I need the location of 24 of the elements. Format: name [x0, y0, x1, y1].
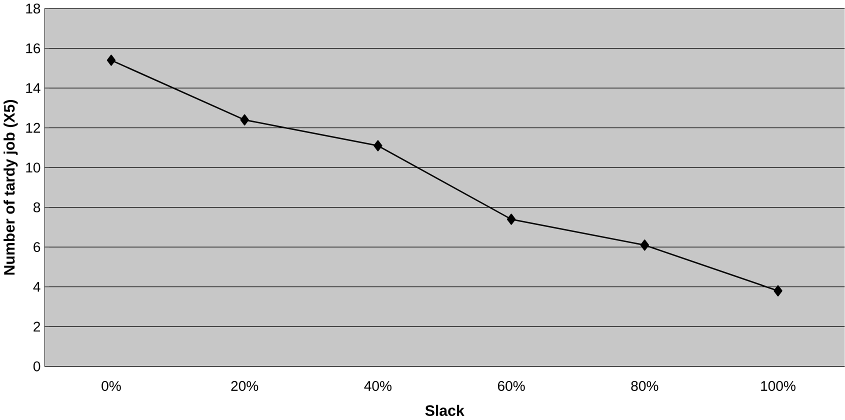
y-tick-label: 16 — [26, 44, 40, 54]
y-tick-label: 4 — [33, 282, 40, 292]
y-axis-title: Number of tardy job (X5) — [4, 100, 18, 275]
x-tick-label: 0% — [102, 381, 121, 392]
point — [640, 240, 649, 251]
y-tick-label: 18 — [26, 4, 40, 14]
x-axis-title: Slack — [425, 405, 464, 416]
x-tick-label: 80% — [631, 381, 658, 392]
x-tick-label: 20% — [231, 381, 258, 392]
y-tick-label: 0 — [33, 362, 40, 372]
y-tick-label: 10 — [26, 162, 40, 173]
point — [774, 285, 782, 297]
y-tick-label: 2 — [34, 322, 40, 332]
x-tick-label: 100% — [761, 381, 796, 392]
point — [506, 214, 516, 226]
y-tick-label: 6 — [34, 242, 40, 252]
point — [240, 114, 249, 126]
x-tick-label: 40% — [364, 381, 392, 392]
point — [106, 54, 116, 66]
x-tick-label: 60% — [498, 381, 525, 392]
point — [374, 140, 382, 152]
y-tick-label: 14 — [26, 83, 40, 94]
y-tick-label: 8 — [34, 202, 40, 213]
y-tick-label: 12 — [26, 123, 40, 133]
